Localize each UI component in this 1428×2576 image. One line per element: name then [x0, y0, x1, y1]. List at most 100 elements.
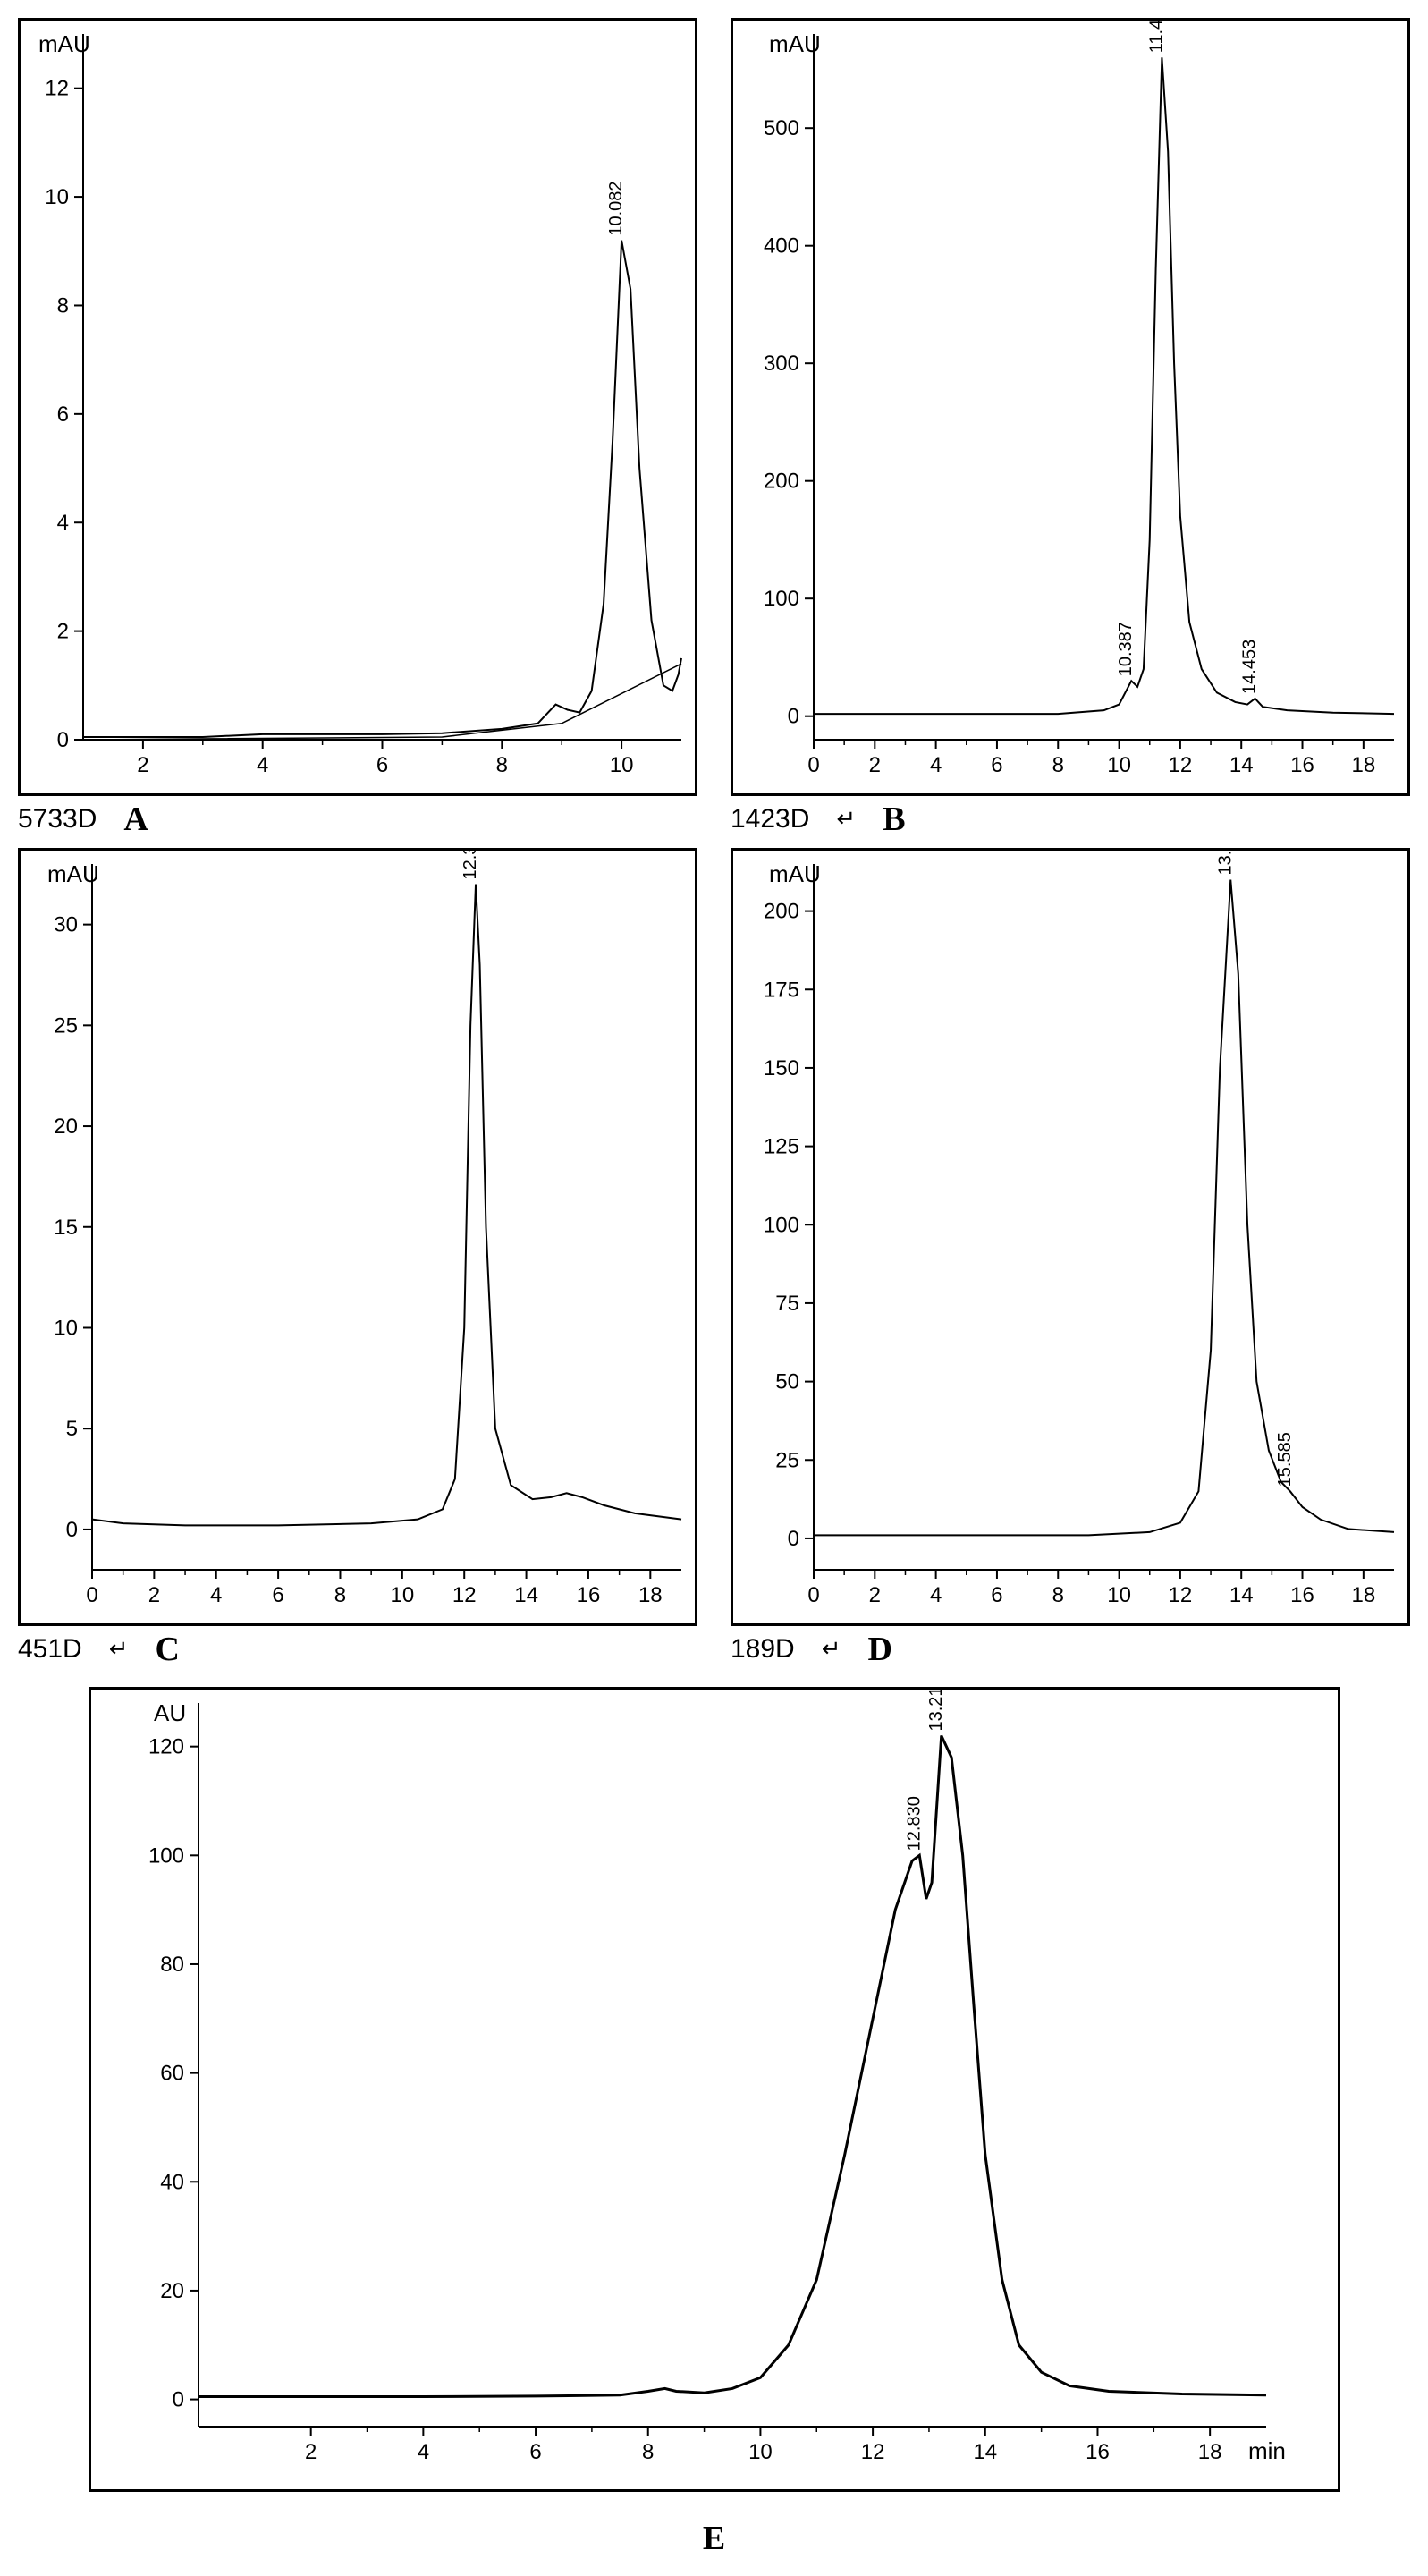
svg-text:10: 10: [45, 185, 69, 209]
svg-text:80: 80: [160, 1953, 184, 1977]
svg-text:150: 150: [764, 1056, 799, 1080]
svg-text:300: 300: [764, 352, 799, 376]
chart-e: AU2468101214161802040608010012012.83013.…: [89, 1687, 1340, 2492]
panel-letter-c: C: [156, 1630, 180, 1669]
svg-text:6: 6: [57, 402, 69, 427]
svg-text:12: 12: [45, 77, 69, 101]
svg-text:75: 75: [775, 1292, 799, 1316]
panel-letter-b: B: [883, 800, 905, 839]
svg-text:100: 100: [764, 1213, 799, 1237]
svg-text:30: 30: [54, 913, 78, 937]
svg-text:100: 100: [764, 587, 799, 611]
svg-text:14: 14: [1229, 1583, 1254, 1607]
sample-id-d: 189D: [731, 1634, 795, 1665]
svg-text:200: 200: [764, 470, 799, 494]
svg-text:25: 25: [775, 1448, 799, 1472]
svg-text:12.830: 12.830: [904, 1796, 924, 1851]
svg-text:16: 16: [1086, 2440, 1110, 2464]
sample-id-c: 451D: [18, 1634, 82, 1665]
sample-id-b: 1423D: [731, 804, 809, 835]
chart-a: mAU24681002468101210.082: [18, 18, 697, 796]
svg-text:10: 10: [748, 2440, 773, 2464]
panel-b: mAU024681012141618010020030040050010.387…: [731, 18, 1410, 839]
svg-text:2: 2: [148, 1583, 160, 1607]
svg-text:4: 4: [57, 511, 69, 535]
svg-text:6: 6: [991, 1583, 1002, 1607]
arrow-icon: ↵: [822, 1636, 841, 1663]
svg-text:50: 50: [775, 1370, 799, 1394]
svg-text:6: 6: [529, 2440, 541, 2464]
svg-text:8: 8: [642, 2440, 654, 2464]
arrow-icon: ↵: [836, 806, 856, 833]
svg-text:18: 18: [638, 1583, 663, 1607]
svg-text:14: 14: [1229, 753, 1254, 777]
svg-text:4: 4: [417, 2440, 428, 2464]
svg-text:min: min: [1248, 2437, 1286, 2464]
chart-d-svg: mAU0246810121416180255075100125150175200…: [733, 851, 1407, 1623]
svg-text:13.219: 13.219: [925, 1690, 945, 1731]
svg-text:14: 14: [973, 2440, 997, 2464]
svg-text:10: 10: [610, 753, 634, 777]
svg-text:4: 4: [210, 1583, 222, 1607]
svg-text:2: 2: [869, 753, 881, 777]
svg-text:0: 0: [66, 1518, 78, 1542]
svg-text:10: 10: [54, 1316, 78, 1340]
svg-text:12: 12: [1169, 1583, 1193, 1607]
svg-text:12.373: 12.373: [461, 851, 480, 880]
chart-a-svg: mAU24681002468101210.082: [21, 21, 695, 793]
chart-c: mAU02468101214161805101520253012.373: [18, 848, 697, 1626]
chart-b: mAU024681012141618010020030040050010.387…: [731, 18, 1410, 796]
panel-c: mAU02468101214161805101520253012.373 451…: [18, 848, 697, 1669]
svg-text:20: 20: [54, 1114, 78, 1139]
svg-text:5: 5: [66, 1417, 78, 1441]
svg-text:120: 120: [148, 1735, 183, 1759]
svg-text:16: 16: [1290, 1583, 1314, 1607]
svg-text:10.387: 10.387: [1116, 622, 1136, 676]
svg-text:60: 60: [160, 2062, 184, 2086]
panel-a: mAU24681002468101210.082 5733D A: [18, 18, 697, 839]
svg-text:0: 0: [788, 705, 799, 729]
panel-letter-a: A: [123, 800, 148, 839]
chart-b-svg: mAU024681012141618010020030040050010.387…: [733, 21, 1407, 793]
chart-c-svg: mAU02468101214161805101520253012.373: [21, 851, 695, 1623]
svg-text:6: 6: [991, 753, 1002, 777]
svg-text:16: 16: [577, 1583, 601, 1607]
panel-e: AU2468101214161802040608010012012.83013.…: [89, 1687, 1340, 2492]
svg-text:40: 40: [160, 2170, 184, 2194]
svg-text:0: 0: [57, 728, 69, 752]
svg-text:2: 2: [869, 1583, 881, 1607]
svg-text:13.647: 13.647: [1215, 851, 1235, 876]
svg-text:8: 8: [1052, 753, 1064, 777]
svg-text:500: 500: [764, 116, 799, 140]
chart-d: mAU0246810121416180255075100125150175200…: [731, 848, 1410, 1626]
svg-text:20: 20: [160, 2279, 184, 2303]
svg-text:16: 16: [1290, 753, 1314, 777]
svg-text:6: 6: [376, 753, 388, 777]
svg-text:100: 100: [148, 1843, 183, 1868]
svg-text:0: 0: [172, 2388, 183, 2412]
svg-text:15: 15: [54, 1216, 78, 1240]
svg-text:10.082: 10.082: [606, 181, 626, 235]
svg-text:10: 10: [1107, 1583, 1131, 1607]
svg-text:14: 14: [514, 1583, 538, 1607]
svg-text:2: 2: [305, 2440, 317, 2464]
svg-text:10: 10: [390, 1583, 414, 1607]
svg-text:11.416: 11.416: [1146, 21, 1166, 53]
svg-text:15.585: 15.585: [1275, 1432, 1295, 1487]
svg-text:8: 8: [1052, 1583, 1064, 1607]
svg-text:18: 18: [1351, 1583, 1375, 1607]
svg-text:10: 10: [1107, 753, 1131, 777]
svg-text:8: 8: [57, 293, 69, 318]
sample-id-a: 5733D: [18, 804, 97, 835]
svg-text:4: 4: [930, 1583, 942, 1607]
svg-text:0: 0: [807, 753, 819, 777]
svg-text:2: 2: [137, 753, 148, 777]
svg-text:14.453: 14.453: [1240, 640, 1260, 694]
svg-text:6: 6: [272, 1583, 283, 1607]
panel-letter-d: D: [868, 1630, 892, 1669]
svg-text:8: 8: [496, 753, 508, 777]
chart-e-svg: AU2468101214161802040608010012012.83013.…: [91, 1690, 1338, 2489]
svg-text:4: 4: [930, 753, 942, 777]
svg-text:0: 0: [86, 1583, 97, 1607]
svg-text:4: 4: [257, 753, 268, 777]
